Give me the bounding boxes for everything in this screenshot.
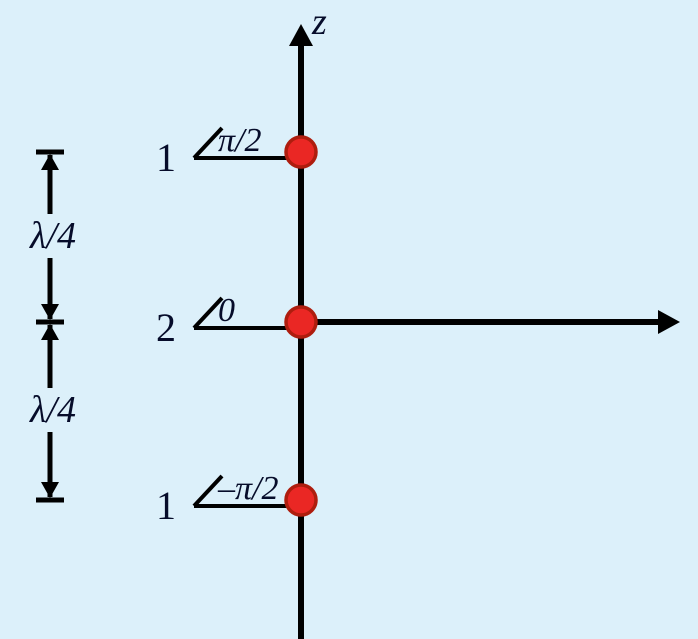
magnitude-label-top: 1 [156,134,176,181]
source-point-bottom [286,485,316,515]
dimension-label-lower: λ/4 [6,388,100,432]
z-axis-label: z [312,0,327,44]
phase-label-mid: 0 [218,292,235,330]
phase-label-bottom: –π/2 [218,470,278,508]
dimension-label-upper: λ/4 [6,214,100,258]
source-point-top [286,137,316,167]
z-axis-arrowhead [289,24,313,46]
source-point-mid [286,307,316,337]
magnitude-label-bottom: 1 [156,482,176,529]
x-axis-arrowhead [658,310,680,334]
magnitude-label-mid: 2 [156,304,176,351]
diagram-svg [0,0,698,639]
axes-group [289,24,680,639]
diagram-stage: { "canvas": { "width": 698, "height": 63… [0,0,698,639]
dimensions-group [36,152,64,500]
phase-label-top: π/2 [218,122,261,160]
angle-symbols-group [194,128,298,506]
